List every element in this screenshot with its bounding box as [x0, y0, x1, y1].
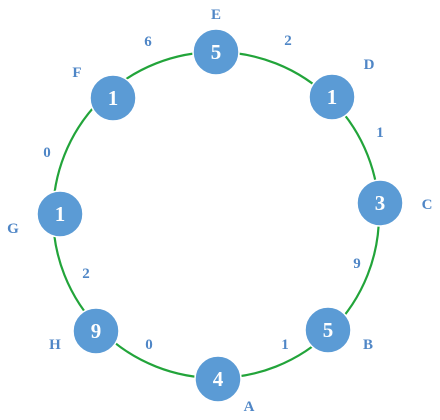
node-e-label: E — [211, 7, 221, 23]
node-b-label: B — [363, 337, 373, 353]
edge-weight-f-e: 6 — [144, 34, 152, 50]
node-c-label: C — [422, 197, 433, 213]
node-f-circle — [89, 74, 137, 122]
node-g: 1 — [36, 190, 84, 238]
node-f-label: F — [72, 65, 81, 81]
node-h-value: 9 — [91, 319, 102, 343]
node-h: 9 — [72, 307, 120, 355]
node-b-circle — [304, 306, 352, 354]
edge-weight-c-b: 9 — [353, 256, 361, 272]
node-e-value: 5 — [211, 40, 222, 64]
node-d-value: 1 — [327, 85, 338, 109]
node-c-circle — [356, 179, 404, 227]
edge-weight-h-g: 2 — [82, 266, 90, 282]
edge-weight-a-h: 0 — [145, 337, 153, 353]
edge-weight-d-c: 1 — [376, 125, 384, 141]
node-h-label: H — [49, 337, 61, 353]
edge-weight-e-d: 2 — [284, 33, 292, 49]
node-g-value: 1 — [55, 202, 66, 226]
edge-weight-b-a: 1 — [281, 337, 289, 353]
node-b-value: 5 — [323, 318, 334, 342]
node-f-value: 1 — [108, 86, 119, 110]
node-g-label: G — [7, 221, 19, 237]
node-e: 5 — [192, 28, 240, 76]
node-d: 1 — [308, 73, 356, 121]
node-e-circle — [192, 28, 240, 76]
node-f: 1 — [89, 74, 137, 122]
node-g-circle — [36, 190, 84, 238]
edge-weight-g-f: 0 — [43, 145, 51, 161]
node-d-circle — [308, 73, 356, 121]
node-c: 3 — [356, 179, 404, 227]
node-a-circle — [194, 355, 242, 403]
node-c-value: 3 — [375, 191, 386, 215]
node-b: 5 — [304, 306, 352, 354]
node-d-label: D — [364, 57, 375, 73]
node-h-circle — [72, 307, 120, 355]
node-a-value: 4 — [213, 367, 224, 391]
node-a: 4 — [194, 355, 242, 403]
node-a-label: A — [244, 399, 255, 415]
